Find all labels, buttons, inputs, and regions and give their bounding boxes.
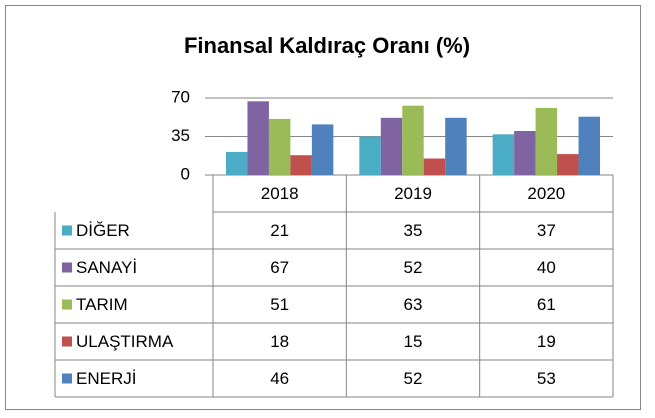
table-value: 15 [404,332,423,351]
bar [578,116,600,175]
chart-border [5,5,641,410]
table-value: 53 [537,369,556,388]
table-value: 37 [537,221,556,240]
x-tick-label: 2020 [527,184,565,203]
bar [514,131,536,175]
table-value: 61 [537,295,556,314]
legend-label: TARIM [76,295,128,314]
bar [226,151,248,175]
legend-key [62,373,72,384]
table-value: 46 [270,369,289,388]
y-tick-label: 0 [181,164,190,183]
bar [359,136,381,175]
bar [535,107,558,175]
table-value: 21 [270,221,289,240]
table-value: 40 [537,258,556,277]
legend-label: ENERJİ [76,369,136,388]
table-value: 35 [404,221,423,240]
bar [557,154,579,175]
table-value: 52 [404,369,423,388]
chart-title: Finansal Kaldıraç Oranı (%) [184,33,470,58]
legend-key [62,336,72,347]
legend-label: ULAŞTIRMA [76,332,174,351]
bar [492,134,515,175]
bar [445,117,467,175]
bar [423,158,446,175]
x-tick-label: 2019 [394,184,432,203]
table-value: 67 [270,258,289,277]
legend-key [62,299,72,310]
legend-key [62,262,72,273]
x-tick-label: 2018 [261,184,299,203]
bar [311,124,334,175]
bar [247,101,269,175]
table-value: 19 [537,332,556,351]
y-tick-label: 70 [171,87,190,106]
legend-label: SANAYİ [76,258,137,277]
table-value: 51 [270,295,289,314]
table-value: 63 [404,295,423,314]
bar [290,155,312,175]
bar [268,118,291,175]
bar [402,105,424,175]
y-tick-label: 35 [171,126,190,145]
bar [380,117,403,175]
table-value: 18 [270,332,289,351]
legend-label: DİĞER [76,221,130,240]
table-value: 52 [404,258,423,277]
legend-key [62,225,72,236]
